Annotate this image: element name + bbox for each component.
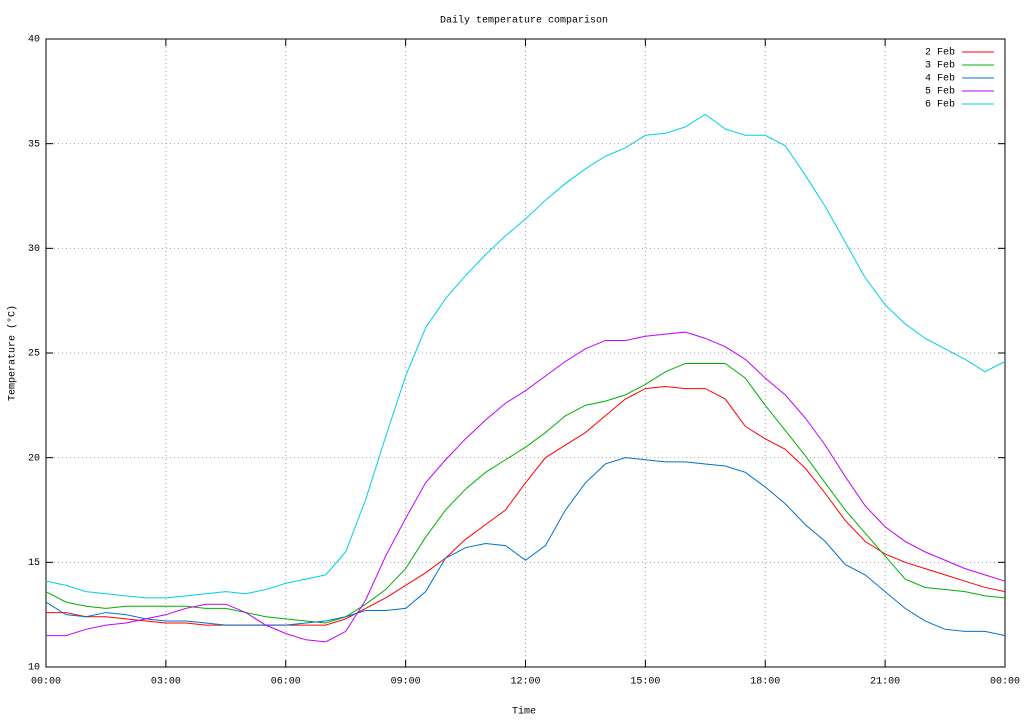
x-tick-label: 18:00 [750,677,780,688]
y-tick-label: 40 [28,35,40,46]
y-tick-label: 10 [28,663,40,674]
legend-label: 4 Feb [925,73,955,85]
legend-label: 3 Feb [925,60,955,72]
x-tick-label: 03:00 [151,677,181,688]
x-axis-label: Time [512,706,536,718]
x-tick-label: 06:00 [271,677,301,688]
legend-label: 2 Feb [925,47,955,59]
series-line [46,385,1006,626]
series-line [46,331,1006,643]
series-line [45,457,1006,637]
x-tick-label: 00:00 [990,677,1020,688]
y-tick-label: 25 [28,349,40,360]
chart-title: Daily temperature comparison [440,15,608,27]
series-line [45,362,1006,624]
x-tick-label: 00:00 [31,677,61,688]
legend-label: 6 Feb [925,99,955,111]
x-tick-label: 09:00 [391,677,421,688]
plot-frame [45,38,1006,668]
y-tick-label: 20 [28,453,40,464]
y-tick-label: 35 [28,139,40,150]
y-axis-label: Temperature (°C) [7,305,19,401]
legend-label: 5 Feb [925,86,955,98]
x-tick-label: 21:00 [870,677,900,688]
x-tick-label: 15:00 [630,677,660,688]
y-tick-label: 15 [28,558,40,569]
y-tick-label: 30 [28,244,40,255]
series-line [45,113,1006,599]
x-tick-label: 12:00 [510,677,540,688]
